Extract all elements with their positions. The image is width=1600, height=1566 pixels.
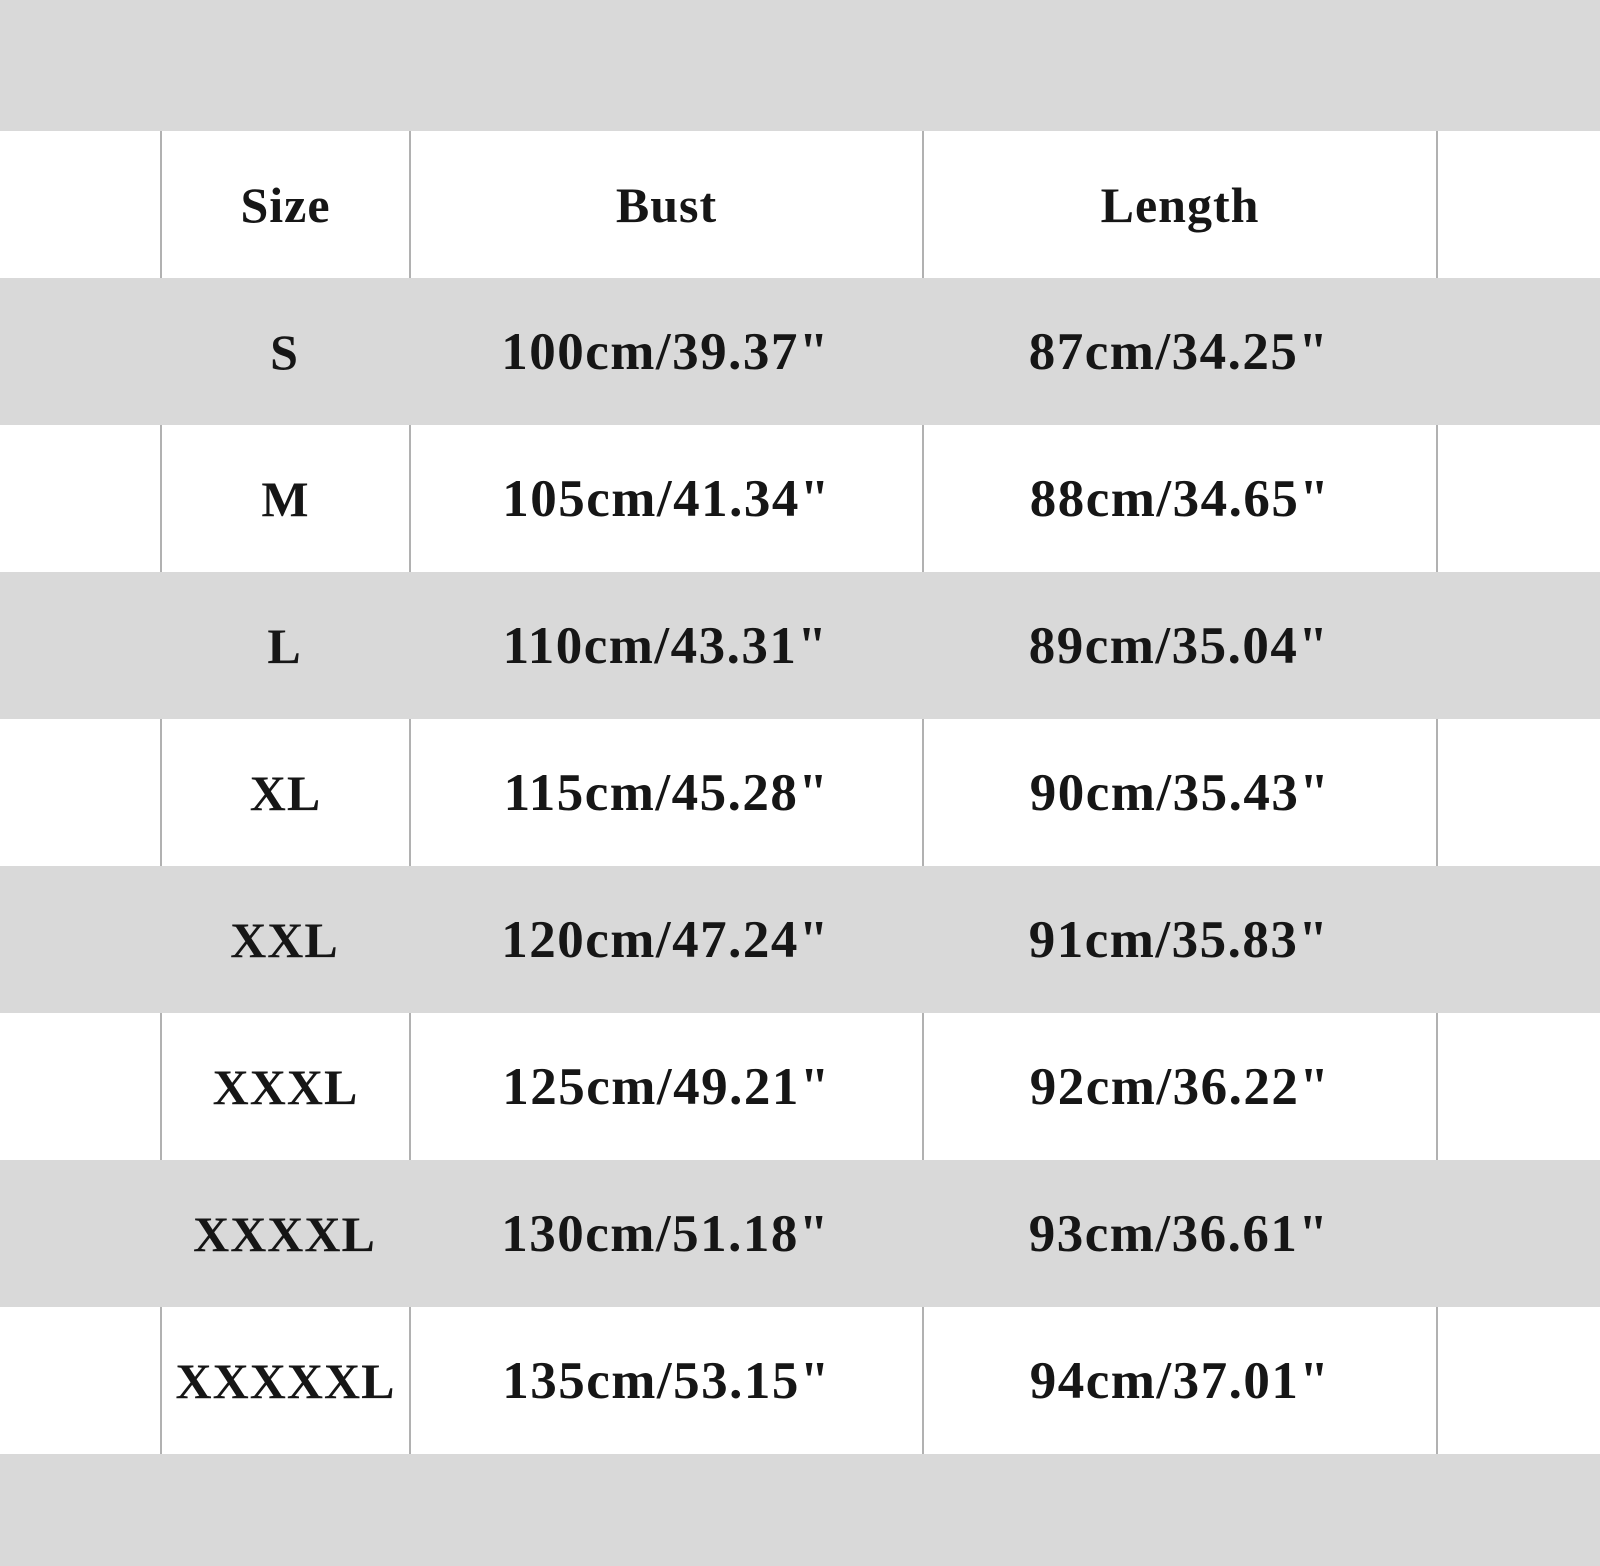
bust-cell: 125cm/49.21" (409, 1013, 922, 1160)
spacer-cell (1436, 425, 1600, 572)
table-row: S 100cm/39.37" 87cm/34.25" (0, 278, 1600, 425)
spacer-cell (0, 1160, 160, 1307)
size-cell: L (267, 617, 302, 674)
bust-cell: 130cm/51.18" (501, 1204, 830, 1263)
spacer-cell (1436, 131, 1600, 278)
spacer-cell (1436, 1013, 1600, 1160)
length-cell: 89cm/35.04" (1028, 616, 1330, 675)
length-cell: 93cm/36.61" (1028, 1204, 1330, 1263)
table-row: L 110cm/43.31" 89cm/35.04" (0, 572, 1600, 719)
table-row: XL 115cm/45.28" 90cm/35.43" (0, 719, 1600, 866)
spacer-cell (0, 425, 160, 572)
length-cell: 87cm/34.25" (1028, 322, 1330, 381)
size-cell: XXXXL (193, 1205, 376, 1262)
length-cell: 88cm/34.65" (922, 425, 1436, 572)
table-row: XXL 120cm/47.24" 91cm/35.83" (0, 866, 1600, 1013)
table-row: XXXXL 130cm/51.18" 93cm/36.61" (0, 1160, 1600, 1307)
size-cell: XXL (230, 911, 339, 968)
size-cell: S (270, 323, 299, 380)
spacer-cell (1436, 572, 1600, 719)
length-cell: 90cm/35.43" (922, 719, 1436, 866)
spacer-cell (0, 278, 160, 425)
column-header-bust: Bust (409, 131, 922, 278)
column-header-length: Length (922, 131, 1436, 278)
table-row: XXXXXL 135cm/53.15" 94cm/37.01" (0, 1307, 1600, 1454)
header-row: Size Bust Length (0, 131, 1600, 278)
bottom-margin-band (0, 1454, 1600, 1566)
bust-cell: 120cm/47.24" (501, 910, 830, 969)
bust-cell: 110cm/43.31" (502, 616, 829, 675)
spacer-cell (0, 866, 160, 1013)
size-cell: M (160, 425, 409, 572)
spacer-cell (0, 572, 160, 719)
spacer-cell (0, 131, 160, 278)
size-cell: XXXL (160, 1013, 409, 1160)
bust-cell: 135cm/53.15" (409, 1307, 922, 1454)
spacer-cell (0, 1307, 160, 1454)
table-row: XXXL 125cm/49.21" 92cm/36.22" (0, 1013, 1600, 1160)
spacer-cell (1436, 719, 1600, 866)
column-header-size: Size (160, 131, 409, 278)
spacer-cell (0, 719, 160, 866)
top-margin-band (0, 0, 1600, 131)
spacer-cell (1436, 1160, 1600, 1307)
spacer-cell (1436, 866, 1600, 1013)
spacer-cell (0, 1013, 160, 1160)
table-row: M 105cm/41.34" 88cm/34.65" (0, 425, 1600, 572)
size-chart-table: Size Bust Length S 100cm/39.37" 87cm/34.… (0, 131, 1600, 1454)
size-cell: XL (160, 719, 409, 866)
size-cell: XXXXXL (160, 1307, 409, 1454)
bust-cell: 100cm/39.37" (501, 322, 830, 381)
spacer-cell (1436, 278, 1600, 425)
length-cell: 92cm/36.22" (922, 1013, 1436, 1160)
bust-cell: 115cm/45.28" (409, 719, 922, 866)
length-cell: 94cm/37.01" (922, 1307, 1436, 1454)
bust-cell: 105cm/41.34" (409, 425, 922, 572)
spacer-cell (1436, 1307, 1600, 1454)
length-cell: 91cm/35.83" (1028, 910, 1330, 969)
